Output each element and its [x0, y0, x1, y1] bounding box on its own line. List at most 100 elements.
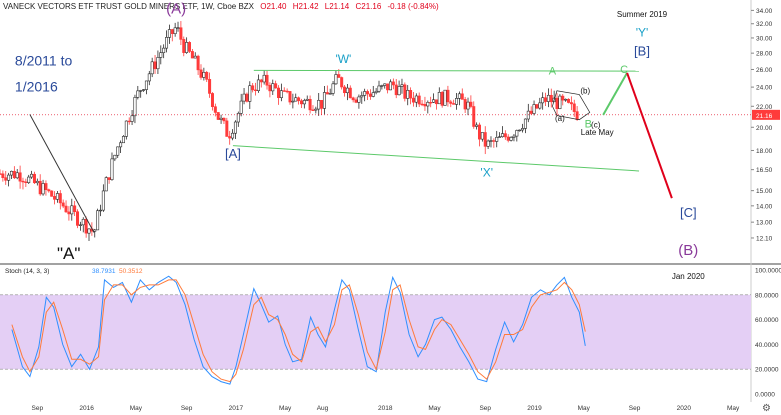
candle-body: [452, 103, 456, 105]
annotation-label: A: [549, 66, 557, 78]
candle-body: [228, 136, 232, 139]
candle-body: [437, 92, 441, 105]
annotations: (A) 'W' [A] 'X' A (b) (a) B (c)Late May C Summer 2…: [15, 1, 705, 281]
candle-body: [311, 109, 315, 111]
candle-body: [35, 180, 39, 184]
candle-body: [434, 99, 438, 105]
candle-body: [383, 83, 387, 86]
candle-body: [173, 27, 177, 34]
candle-body: [561, 95, 565, 101]
candle-body: [417, 95, 421, 105]
candle-body: [98, 209, 102, 212]
annotation-label: 'Y': [636, 25, 649, 39]
y-tick-label: 34.00: [756, 8, 773, 15]
candle-body: [469, 101, 473, 107]
candle-body: [159, 52, 163, 58]
annotation-label: (c): [591, 120, 601, 129]
y-tick-label: 24.00: [756, 85, 773, 92]
last-price-tag: [752, 109, 780, 120]
candle-body: [1, 173, 5, 178]
candle-body: [47, 189, 51, 192]
candle-body: [256, 79, 260, 91]
ohlc-open: O21.40: [260, 2, 287, 11]
annotation-label: Late May: [581, 128, 614, 137]
annotation-label: C: [620, 64, 628, 76]
candle-body: [397, 86, 401, 96]
candle-body: [248, 85, 252, 102]
candle-body: [274, 83, 278, 89]
candle-body: [231, 132, 235, 139]
candle-body: [380, 85, 384, 87]
candle-body: [334, 74, 338, 85]
candle-body: [366, 91, 370, 95]
gear-icon: ⚙: [762, 403, 771, 414]
candle-body: [406, 90, 410, 99]
stoch-tick-label: 60.0000: [755, 317, 779, 324]
candle-body: [259, 79, 263, 83]
candle-body: [165, 37, 169, 49]
candle-body: [403, 84, 407, 99]
candle-body: [374, 90, 378, 93]
candle-body: [457, 93, 461, 99]
candle-body: [199, 69, 203, 78]
candle-body: [38, 180, 42, 195]
candle-body: [104, 177, 108, 192]
x-tick-label: Aug: [317, 405, 329, 412]
candle-body: [251, 85, 255, 91]
candle-body: [308, 98, 312, 111]
candle-body: [81, 218, 85, 226]
symbol-title[interactable]: VANECK VECTORS ETF TRUST GOLD MINERS ETF…: [3, 2, 255, 11]
candle-body: [144, 80, 148, 90]
candle-body: [53, 196, 57, 200]
candle-body: [426, 101, 430, 107]
candle-body: [93, 229, 97, 232]
candle-body: [394, 84, 398, 96]
candle-body: [119, 142, 123, 148]
candle-body: [84, 218, 88, 234]
candle-body: [337, 74, 341, 78]
candle-body: [196, 55, 200, 71]
candle-body: [495, 136, 499, 142]
annotation-label: 'X': [480, 165, 493, 179]
candle-body: [222, 117, 226, 122]
candle-body: [116, 146, 120, 156]
candle-body: [572, 103, 576, 112]
candle-body: [477, 124, 481, 140]
candle-body: [245, 93, 249, 102]
candle-body: [521, 128, 525, 131]
x-tick-label: 2019: [527, 405, 542, 412]
candle-body: [449, 101, 453, 104]
candle-body: [58, 193, 62, 204]
y-tick-label: 20.00: [756, 125, 773, 132]
candle-body: [9, 170, 13, 176]
candle-body: [236, 113, 240, 123]
candle-body: [343, 86, 347, 94]
candle-body: [193, 55, 197, 59]
candle-body: [500, 133, 504, 138]
candle-body: [569, 102, 573, 105]
candle-body: [121, 136, 125, 144]
candle-body: [371, 92, 375, 97]
candle-body: [489, 140, 493, 142]
candle-body: [475, 124, 479, 127]
candle-body: [529, 110, 533, 114]
candle-body: [277, 87, 281, 99]
pattern-box: [552, 90, 591, 121]
candle-body: [512, 135, 516, 138]
candle-body: [262, 74, 266, 83]
candle-body: [446, 89, 450, 103]
candle-body: [299, 100, 303, 105]
candle-body: [544, 97, 548, 102]
annotation-label: (B): [678, 242, 698, 259]
candle-body: [233, 121, 237, 134]
candle-body: [185, 42, 189, 53]
candle-body: [558, 95, 562, 109]
candle-body: [7, 174, 11, 181]
y-tick-label: 16.50: [756, 167, 773, 174]
candle-body: [24, 181, 28, 183]
candle-body: [386, 83, 390, 91]
stoch-tick-label: 40.0000: [755, 342, 779, 349]
trend-line: [29, 114, 95, 233]
candle-body: [357, 96, 361, 103]
